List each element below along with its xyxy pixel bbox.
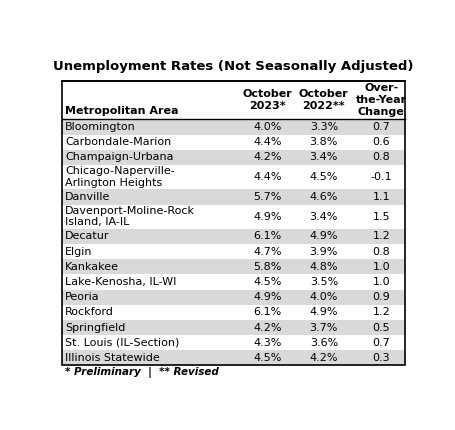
Text: 1.0: 1.0 xyxy=(372,277,389,287)
Text: Danville: Danville xyxy=(65,192,110,202)
Text: 5.7%: 5.7% xyxy=(253,192,281,202)
Text: 1.0: 1.0 xyxy=(372,262,389,272)
Text: 6.1%: 6.1% xyxy=(253,307,281,317)
Text: 1.1: 1.1 xyxy=(372,192,389,202)
Bar xyxy=(62,229,404,244)
Text: -0.1: -0.1 xyxy=(369,172,391,182)
Text: 4.4%: 4.4% xyxy=(253,172,281,182)
Bar xyxy=(62,320,404,335)
Text: 3.8%: 3.8% xyxy=(309,137,337,147)
Text: 1.2: 1.2 xyxy=(372,231,389,241)
Text: Lake-Kenosha, IL-WI: Lake-Kenosha, IL-WI xyxy=(65,277,176,287)
Text: 4.2%: 4.2% xyxy=(253,322,281,332)
Text: Chicago-Naperville-
Arlington Heights: Chicago-Naperville- Arlington Heights xyxy=(65,166,175,188)
Text: 4.5%: 4.5% xyxy=(309,172,337,182)
Text: 4.6%: 4.6% xyxy=(309,192,337,202)
Bar xyxy=(62,289,404,305)
Text: 3.6%: 3.6% xyxy=(309,338,337,348)
Text: 0.3: 0.3 xyxy=(372,353,389,363)
Text: 4.0%: 4.0% xyxy=(309,292,337,302)
Text: 0.5: 0.5 xyxy=(372,322,389,332)
Text: Decatur: Decatur xyxy=(65,231,109,241)
Text: Davenport-Moline-Rock
Island, IA-IL: Davenport-Moline-Rock Island, IA-IL xyxy=(65,206,195,227)
Text: 4.3%: 4.3% xyxy=(253,338,281,348)
Text: 4.9%: 4.9% xyxy=(253,292,281,302)
Bar xyxy=(62,120,404,135)
Text: Kankakee: Kankakee xyxy=(65,262,119,272)
Text: St. Louis (IL-Section): St. Louis (IL-Section) xyxy=(65,338,179,348)
Text: 1.2: 1.2 xyxy=(372,307,389,317)
Text: Rockford: Rockford xyxy=(65,307,114,317)
Text: 4.5%: 4.5% xyxy=(253,277,281,287)
Text: 3.5%: 3.5% xyxy=(309,277,337,287)
Text: 3.4%: 3.4% xyxy=(309,212,337,221)
Text: 3.9%: 3.9% xyxy=(309,246,337,257)
Bar xyxy=(62,259,404,274)
Text: Champaign-Urbana: Champaign-Urbana xyxy=(65,153,173,163)
Bar xyxy=(62,81,404,120)
Text: 0.6: 0.6 xyxy=(372,137,389,147)
Text: 0.7: 0.7 xyxy=(372,338,389,348)
Text: * Preliminary  |  ** Revised: * Preliminary | ** Revised xyxy=(65,367,218,378)
Text: 4.7%: 4.7% xyxy=(253,246,281,257)
Text: 4.4%: 4.4% xyxy=(253,137,281,147)
Text: 0.9: 0.9 xyxy=(372,292,389,302)
Text: 3.3%: 3.3% xyxy=(309,122,337,132)
Text: 4.9%: 4.9% xyxy=(309,307,337,317)
Text: 4.0%: 4.0% xyxy=(253,122,281,132)
Text: October
2022**: October 2022** xyxy=(298,89,348,111)
Text: Bloomington: Bloomington xyxy=(65,122,136,132)
Text: 5.8%: 5.8% xyxy=(253,262,281,272)
Text: 6.1%: 6.1% xyxy=(253,231,281,241)
Text: 3.4%: 3.4% xyxy=(309,153,337,163)
Text: 3.7%: 3.7% xyxy=(309,322,337,332)
Text: 0.8: 0.8 xyxy=(372,153,389,163)
Text: 4.9%: 4.9% xyxy=(309,231,337,241)
Text: Elgin: Elgin xyxy=(65,246,92,257)
Text: Unemployment Rates (Not Seasonally Adjusted): Unemployment Rates (Not Seasonally Adjus… xyxy=(53,60,413,73)
Text: 4.2%: 4.2% xyxy=(253,153,281,163)
Bar xyxy=(62,350,404,366)
Text: 0.8: 0.8 xyxy=(372,246,389,257)
Text: 4.8%: 4.8% xyxy=(309,262,337,272)
Text: Carbondale-Marion: Carbondale-Marion xyxy=(65,137,171,147)
Text: 1.5: 1.5 xyxy=(372,212,389,221)
Text: Over-
the-Year
Change: Over- the-Year Change xyxy=(355,83,406,117)
Text: Springfield: Springfield xyxy=(65,322,125,332)
Text: October
2023*: October 2023* xyxy=(242,89,292,111)
Bar xyxy=(62,189,404,205)
Text: 4.5%: 4.5% xyxy=(253,353,281,363)
Bar xyxy=(62,150,404,165)
Text: Metropolitan Area: Metropolitan Area xyxy=(65,105,178,116)
Text: Peoria: Peoria xyxy=(65,292,100,302)
Text: 4.2%: 4.2% xyxy=(309,353,337,363)
Text: 0.7: 0.7 xyxy=(372,122,389,132)
Text: Illinois Statewide: Illinois Statewide xyxy=(65,353,160,363)
Bar xyxy=(62,81,404,366)
Text: 4.9%: 4.9% xyxy=(253,212,281,221)
